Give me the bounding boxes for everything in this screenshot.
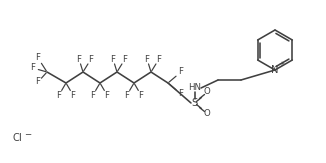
Text: F: F <box>91 90 96 99</box>
Text: S: S <box>192 98 198 108</box>
Text: F: F <box>77 54 82 64</box>
Text: F: F <box>56 90 62 99</box>
Text: O: O <box>204 88 210 96</box>
Text: N: N <box>271 65 279 75</box>
Text: Cl: Cl <box>12 133 22 143</box>
Text: F: F <box>36 53 40 62</box>
Text: F: F <box>105 90 110 99</box>
Text: F: F <box>123 54 127 64</box>
Text: F: F <box>156 54 161 64</box>
Text: F: F <box>179 89 184 98</box>
Text: HN: HN <box>188 83 201 92</box>
Text: F: F <box>111 54 115 64</box>
Text: F: F <box>31 64 36 73</box>
Text: F: F <box>179 67 184 76</box>
Text: F: F <box>88 54 94 64</box>
Text: +: + <box>278 61 284 67</box>
Text: F: F <box>139 90 143 99</box>
Text: −: − <box>24 129 32 139</box>
Text: F: F <box>70 90 76 99</box>
Text: O: O <box>204 110 210 119</box>
Text: F: F <box>125 90 129 99</box>
Text: F: F <box>36 77 40 87</box>
Text: F: F <box>144 54 150 64</box>
